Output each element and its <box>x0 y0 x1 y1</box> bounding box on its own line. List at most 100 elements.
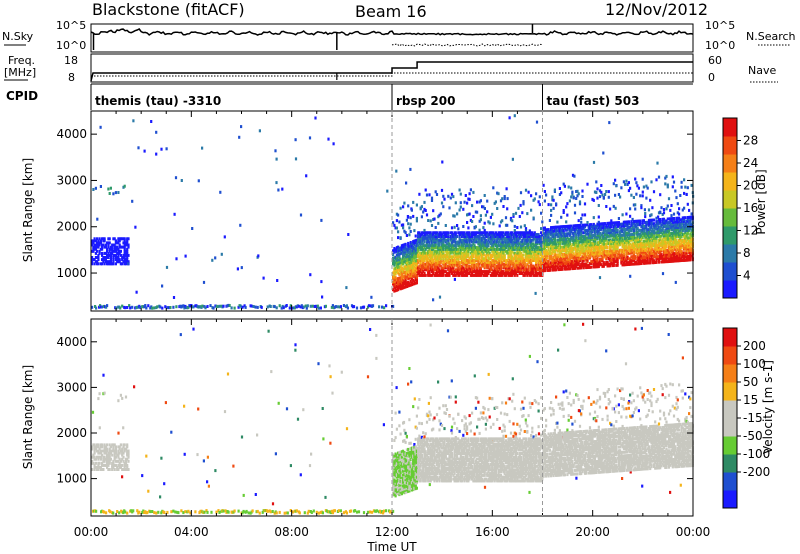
echo-cell <box>395 281 398 285</box>
echo-cell <box>552 225 555 229</box>
echo-cell <box>399 278 402 281</box>
echo-cell <box>320 280 323 284</box>
echo-cell <box>575 197 578 200</box>
echo-cell <box>422 260 425 264</box>
echo-cell <box>442 273 445 277</box>
echo-cell <box>409 255 412 259</box>
echo-cell <box>598 235 602 239</box>
echo-cell <box>632 247 635 251</box>
echo-cell <box>543 235 546 239</box>
echo-cell <box>458 246 461 250</box>
echo-cell <box>545 237 548 241</box>
echo-cell <box>547 265 550 269</box>
echo-cell <box>433 264 436 268</box>
echo-cell <box>474 238 477 242</box>
echo-cell <box>417 270 420 274</box>
echo-cell <box>556 266 559 270</box>
echo-cell <box>457 247 460 251</box>
echo-cell <box>504 266 508 270</box>
echo-cell <box>555 246 558 250</box>
echo-cell <box>423 273 426 277</box>
echo-cell <box>609 243 612 247</box>
echo-cell <box>630 227 633 231</box>
echo-cell <box>577 262 580 266</box>
echo-cell <box>98 251 101 255</box>
echo-cell <box>450 235 454 238</box>
echo-cell <box>543 250 546 254</box>
echo-cell <box>610 253 613 257</box>
echo-cell <box>592 234 595 237</box>
echo-cell <box>540 242 543 246</box>
echo-cell <box>672 255 676 259</box>
echo-cell <box>469 259 472 262</box>
echo-cell <box>471 204 474 208</box>
echo-cell <box>514 257 518 261</box>
echo-cell <box>531 268 534 272</box>
echo-cell <box>499 249 503 253</box>
echo-cell <box>422 273 425 277</box>
echo-cell <box>641 258 644 262</box>
echo-cell <box>522 249 525 253</box>
echo-cell <box>438 253 441 257</box>
echo-cell <box>506 231 509 235</box>
echo-cell <box>422 247 425 251</box>
echo-cell <box>657 260 661 264</box>
echo-cell <box>423 231 426 235</box>
echo-cell <box>556 253 559 257</box>
echo-cell <box>443 231 446 235</box>
echo-cell <box>615 226 618 230</box>
echo-cell <box>93 245 96 249</box>
echo-cell <box>489 238 492 242</box>
echo-cell <box>496 233 499 237</box>
echo-cell <box>417 266 420 270</box>
echo-cell <box>161 284 164 288</box>
echo-cell <box>478 228 481 232</box>
echo-cell <box>407 256 410 260</box>
echo-cell <box>542 265 545 269</box>
echo-cell <box>448 244 451 248</box>
echo-cell <box>620 254 623 258</box>
echo-cell <box>651 248 654 252</box>
echo-cell <box>617 234 620 237</box>
echo-cell <box>488 251 491 255</box>
echo-cell <box>491 249 494 253</box>
echo-cell <box>575 261 578 265</box>
echo-cell <box>471 268 474 272</box>
echo-cell <box>656 227 659 231</box>
echo-cell <box>577 246 580 250</box>
echo-cell <box>405 285 408 288</box>
echo-cell <box>602 264 605 268</box>
echo-cell <box>496 207 499 210</box>
echo-cell <box>624 259 627 263</box>
echo-cell <box>429 251 432 255</box>
echo-cell <box>502 246 505 250</box>
echo-cell <box>566 260 569 264</box>
echo-cell <box>424 235 427 238</box>
echo-cell <box>624 220 627 224</box>
echo-cell <box>586 258 589 262</box>
echo-cell <box>672 233 676 237</box>
echo-cell <box>596 196 599 200</box>
echo-cell <box>604 227 607 231</box>
echo-cell <box>615 250 618 254</box>
echo-cell <box>467 197 470 201</box>
echo-cell <box>439 260 442 264</box>
echo-cell <box>662 236 666 240</box>
echo-cell <box>517 236 520 240</box>
echo-cell <box>102 237 105 241</box>
echo-cell <box>508 268 511 272</box>
echo-cell <box>450 259 454 262</box>
echo-cell <box>519 255 523 259</box>
echo-cell <box>517 242 520 246</box>
echo-cell <box>371 304 375 308</box>
echo-cell <box>459 246 462 250</box>
echo-cell <box>453 249 456 253</box>
echo-cell <box>575 252 578 255</box>
echo-cell <box>634 225 637 229</box>
echo-cell <box>399 285 402 289</box>
echo-cell <box>629 214 632 218</box>
echo-cell <box>585 255 588 258</box>
echo-cell <box>532 246 535 250</box>
echo-cell <box>482 242 485 246</box>
echo-cell <box>543 269 546 273</box>
